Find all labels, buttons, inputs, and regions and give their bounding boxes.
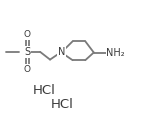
Text: HCl: HCl bbox=[51, 98, 73, 111]
Text: O: O bbox=[24, 30, 31, 39]
Text: NH₂: NH₂ bbox=[106, 48, 125, 57]
Text: N: N bbox=[58, 47, 65, 57]
Text: HCl: HCl bbox=[32, 84, 55, 97]
Text: O: O bbox=[24, 65, 31, 74]
Text: S: S bbox=[24, 47, 31, 57]
